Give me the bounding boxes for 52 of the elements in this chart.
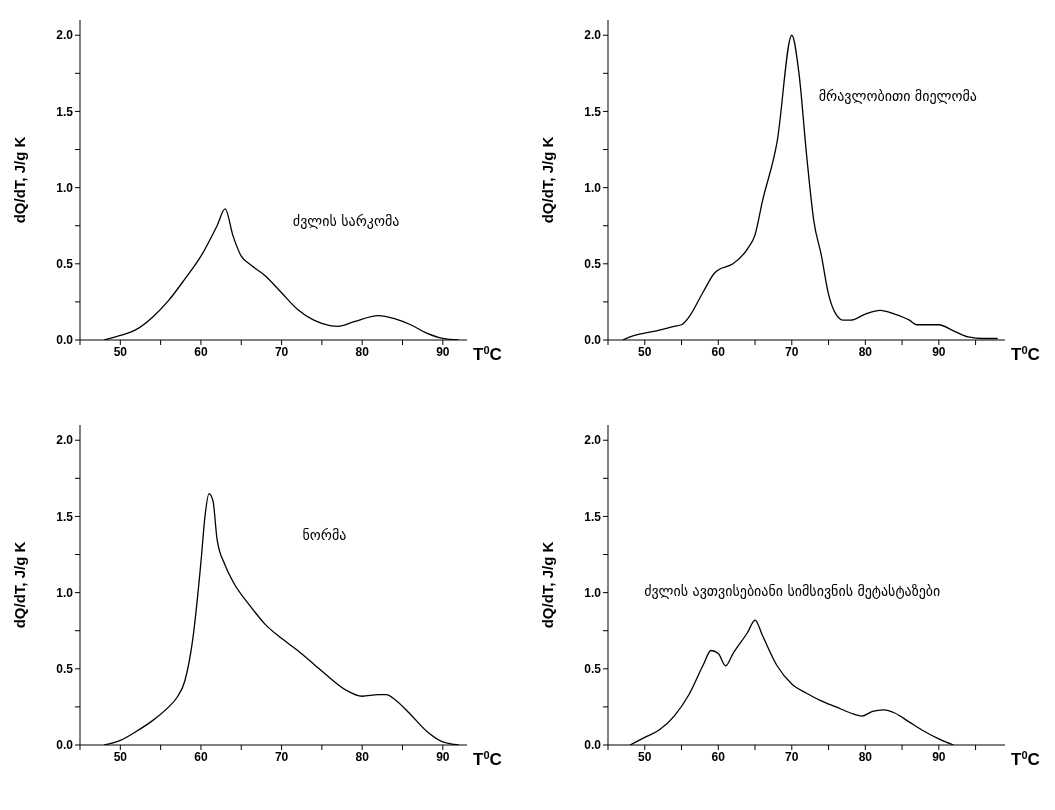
x-tick-label: 50 bbox=[113, 344, 128, 359]
y-axis-title: dQ/dT, J/g K bbox=[539, 136, 557, 224]
x-tick-label: 90 bbox=[436, 344, 450, 359]
x-tick-label: 60 bbox=[194, 344, 208, 359]
x-tick-label: 90 bbox=[932, 344, 946, 359]
x-tick-label: 50 bbox=[638, 344, 652, 359]
y-axis-title: dQ/dT, J/g K bbox=[539, 541, 557, 629]
x-tick-label: 90 bbox=[436, 749, 450, 764]
y-tick-label: 0.0 bbox=[56, 738, 74, 753]
y-axis-title: dQ/dT, J/g K bbox=[11, 136, 29, 224]
x-tick-label: 50 bbox=[113, 749, 128, 764]
x-axis-title: T$^{0}$C bbox=[473, 749, 502, 769]
y-tick-label: 2.0 bbox=[584, 28, 602, 43]
y-tick-label: 2.0 bbox=[56, 28, 74, 43]
x-tick-label: 80 bbox=[858, 749, 873, 764]
y-tick-label: 0.5 bbox=[56, 257, 74, 272]
y-tick-label: 0.0 bbox=[584, 333, 602, 348]
x-tick-label: 70 bbox=[274, 344, 289, 359]
y-tick-label: 1.5 bbox=[56, 509, 74, 524]
annotation: მრავლობითი მიელომა bbox=[818, 87, 977, 107]
x-tick-label: 80 bbox=[858, 344, 873, 359]
y-tick-label: 2.0 bbox=[56, 433, 74, 448]
annotation: ძვლის ავთვისებიანი სიმსივნის მეტასტაზები bbox=[644, 582, 941, 602]
x-tick-label: 70 bbox=[785, 344, 799, 359]
x-tick-label: 50 bbox=[638, 749, 652, 764]
y-tick-label: 0.5 bbox=[56, 662, 74, 677]
y-tick-label: 1.5 bbox=[584, 509, 602, 524]
y-tick-label: 1.5 bbox=[56, 104, 74, 119]
x-axis-title: T$^{0}$C bbox=[1011, 344, 1040, 364]
x-tick-label: 70 bbox=[274, 749, 289, 764]
annotation: ნორმა bbox=[302, 525, 347, 545]
y-tick-label: 1.0 bbox=[584, 180, 602, 195]
x-tick-label: 80 bbox=[355, 749, 370, 764]
y-tick-label: 1.0 bbox=[56, 585, 74, 600]
y-tick-label: 0.5 bbox=[584, 257, 602, 272]
y-tick-label: 1.5 bbox=[584, 104, 602, 119]
x-tick-label: 80 bbox=[355, 344, 370, 359]
x-axis-title: T$^{0}$C bbox=[1011, 749, 1040, 769]
annotation: ძვლის სარკომა bbox=[292, 212, 400, 232]
y-tick-label: 0.0 bbox=[584, 738, 602, 753]
x-tick-label: 60 bbox=[711, 749, 726, 764]
x-tick-label: 90 bbox=[932, 749, 946, 764]
x-tick-label: 60 bbox=[194, 749, 208, 764]
x-tick-label: 60 bbox=[711, 344, 726, 359]
y-tick-label: 0.0 bbox=[56, 333, 74, 348]
y-axis-title: dQ/dT, J/g K bbox=[11, 541, 29, 629]
y-tick-label: 0.5 bbox=[584, 662, 602, 677]
x-tick-label: 70 bbox=[785, 749, 799, 764]
y-tick-label: 1.0 bbox=[56, 180, 74, 195]
y-tick-label: 1.0 bbox=[584, 585, 602, 600]
x-axis-title: T$^{0}$C bbox=[473, 344, 502, 364]
y-tick-label: 2.0 bbox=[584, 433, 602, 448]
